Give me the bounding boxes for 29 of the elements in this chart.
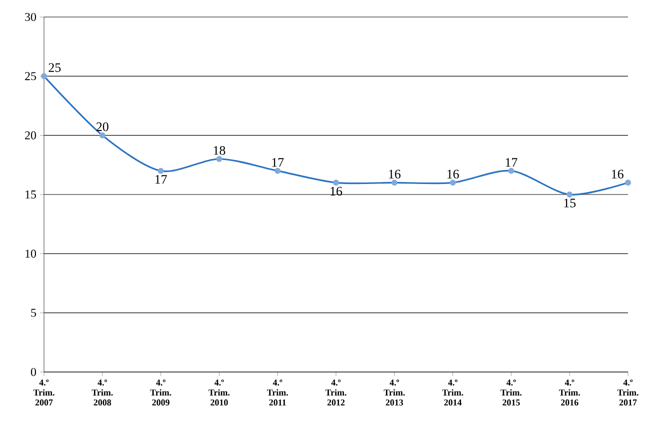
data-label: 16: [447, 170, 459, 178]
x-tick-label: 4.º Trim. 2011: [266, 380, 288, 406]
y-tick-label: 0: [30, 368, 36, 376]
y-tick-label: 20: [25, 131, 36, 140]
x-tick-label: 4.º Trim. 2014: [442, 380, 464, 406]
x-tick-label: 4.º Trim. 2010: [208, 380, 230, 406]
data-label: 17: [506, 158, 518, 167]
x-tick-label: 4.º Trim. 2015: [500, 380, 522, 406]
y-tick-label: 5: [31, 308, 36, 317]
x-tick-label: 4.º Trim. 2007: [33, 380, 54, 406]
y-tick-label: 15: [26, 190, 36, 198]
x-tick-label: 4.º Trim. 2017: [617, 380, 638, 406]
data-label: 20: [96, 122, 108, 132]
data-label: 16: [612, 170, 624, 178]
x-tick-label: 4.º Trim. 2013: [384, 380, 405, 406]
data-label: 17: [155, 175, 167, 184]
data-label: 18: [214, 146, 226, 155]
y-tick-label: 30: [25, 12, 36, 22]
y-tick-label: 10: [26, 250, 36, 258]
data-label: 15: [564, 198, 576, 208]
x-tick-label: 4.º Trim. 2012: [325, 380, 346, 406]
x-tick-label: 4.º Trim. 2008: [92, 380, 113, 406]
data-label: 16: [389, 170, 400, 178]
x-tick-label: 4.º Trim. 2016: [559, 380, 580, 406]
y-tick-label: 25: [25, 72, 36, 80]
data-label: 17: [272, 158, 284, 167]
data-label: 25: [48, 63, 61, 72]
x-tick-label: 4.º Trim. 2009: [150, 380, 172, 406]
data-label: 16: [330, 186, 342, 196]
